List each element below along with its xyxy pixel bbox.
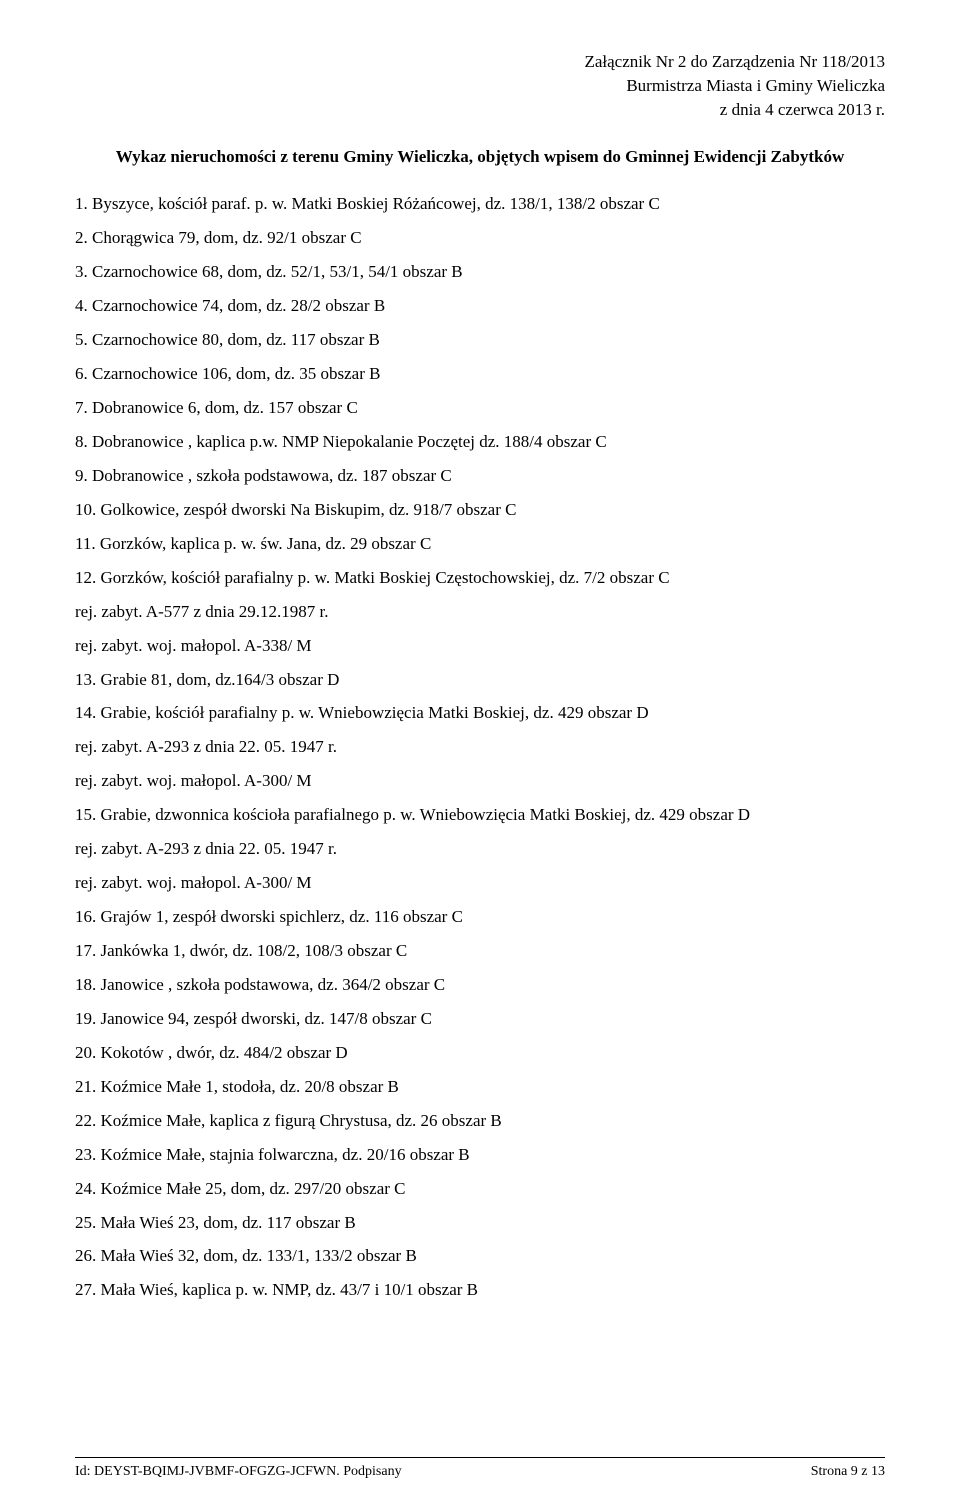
list-item: 26. Mała Wieś 32, dom, dz. 133/1, 133/2 … <box>75 1245 885 1268</box>
list-item: 2. Chorągwica 79, dom, dz. 92/1 obszar C <box>75 227 885 250</box>
list-item: 1. Byszyce, kościół paraf. p. w. Matki B… <box>75 193 885 216</box>
list-item: 25. Mała Wieś 23, dom, dz. 117 obszar B <box>75 1212 885 1235</box>
list-item: 16. Grajów 1, zespół dworski spichlerz, … <box>75 906 885 929</box>
list-item: 11. Gorzków, kaplica p. w. św. Jana, dz.… <box>75 533 885 556</box>
list-item: 9. Dobranowice , szkoła podstawowa, dz. … <box>75 465 885 488</box>
header-line-1: Załącznik Nr 2 do Zarządzenia Nr 118/201… <box>75 50 885 74</box>
list-item: 17. Jankówka 1, dwór, dz. 108/2, 108/3 o… <box>75 940 885 963</box>
list-item: 21. Koźmice Małe 1, stodoła, dz. 20/8 ob… <box>75 1076 885 1099</box>
header-line-3: z dnia 4 czerwca 2013 r. <box>75 98 885 122</box>
list-item: 22. Koźmice Małe, kaplica z figurą Chrys… <box>75 1110 885 1133</box>
list-item: rej. zabyt. A-293 z dnia 22. 05. 1947 r. <box>75 736 885 759</box>
list-item: 23. Koźmice Małe, stajnia folwarczna, dz… <box>75 1144 885 1167</box>
list-item: 13. Grabie 81, dom, dz.164/3 obszar D <box>75 669 885 692</box>
list-item: 15. Grabie, dzwonnica kościoła parafialn… <box>75 804 885 827</box>
list-item: 4. Czarnochowice 74, dom, dz. 28/2 obsza… <box>75 295 885 318</box>
list-item: 24. Koźmice Małe 25, dom, dz. 297/20 obs… <box>75 1178 885 1201</box>
list-item: 27. Mała Wieś, kaplica p. w. NMP, dz. 43… <box>75 1279 885 1302</box>
list-item: 10. Golkowice, zespół dworski Na Biskupi… <box>75 499 885 522</box>
page-footer: Id: DEYST-BQIMJ-JVBMF-OFGZG-JCFWN. Podpi… <box>75 1457 885 1480</box>
footer-id: Id: DEYST-BQIMJ-JVBMF-OFGZG-JCFWN. Podpi… <box>75 1464 402 1480</box>
list-item: 20. Kokotów , dwór, dz. 484/2 obszar D <box>75 1042 885 1065</box>
list-item: 12. Gorzków, kościół parafialny p. w. Ma… <box>75 567 885 590</box>
document-title: Wykaz nieruchomości z terenu Gminy Wieli… <box>75 147 885 167</box>
footer-page-number: Strona 9 z 13 <box>811 1464 885 1480</box>
list-item: 7. Dobranowice 6, dom, dz. 157 obszar C <box>75 397 885 420</box>
list-item: 19. Janowice 94, zespół dworski, dz. 147… <box>75 1008 885 1031</box>
list-item: 5. Czarnochowice 80, dom, dz. 117 obszar… <box>75 329 885 352</box>
list-item: 3. Czarnochowice 68, dom, dz. 52/1, 53/1… <box>75 261 885 284</box>
list-item: rej. zabyt. A-577 z dnia 29.12.1987 r. <box>75 601 885 624</box>
list-item: rej. zabyt. woj. małopol. A-338/ M <box>75 635 885 658</box>
items-list: 1. Byszyce, kościół paraf. p. w. Matki B… <box>75 193 885 1302</box>
header-attachment: Załącznik Nr 2 do Zarządzenia Nr 118/201… <box>75 50 885 121</box>
list-item: 14. Grabie, kościół parafialny p. w. Wni… <box>75 702 885 725</box>
list-item: rej. zabyt. woj. małopol. A-300/ M <box>75 872 885 895</box>
list-item: rej. zabyt. woj. małopol. A-300/ M <box>75 770 885 793</box>
list-item: rej. zabyt. A-293 z dnia 22. 05. 1947 r. <box>75 838 885 861</box>
list-item: 18. Janowice , szkoła podstawowa, dz. 36… <box>75 974 885 997</box>
header-line-2: Burmistrza Miasta i Gminy Wieliczka <box>75 74 885 98</box>
list-item: 6. Czarnochowice 106, dom, dz. 35 obszar… <box>75 363 885 386</box>
list-item: 8. Dobranowice , kaplica p.w. NMP Niepok… <box>75 431 885 454</box>
